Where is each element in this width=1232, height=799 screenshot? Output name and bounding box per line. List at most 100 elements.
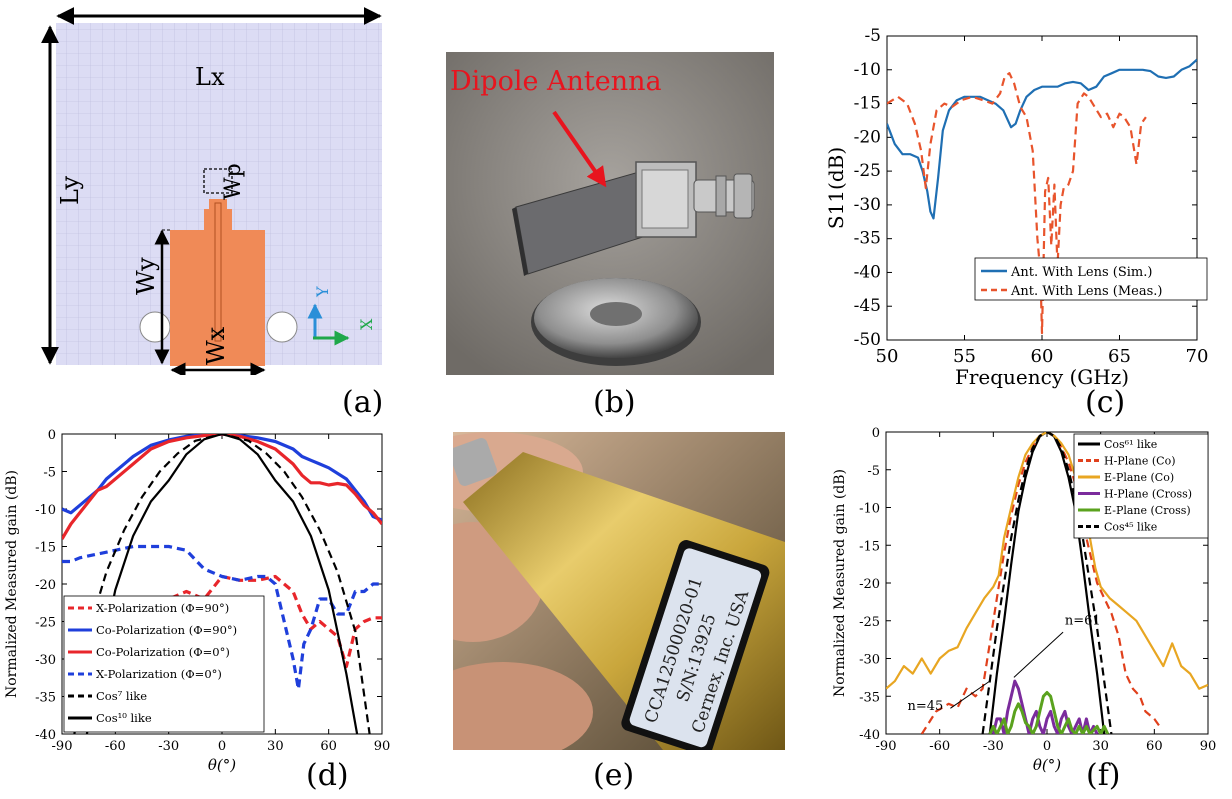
y-tick-label: -20	[859, 577, 880, 592]
y-tick-label: -25	[859, 615, 880, 630]
horn-antenna-photo: CCA12500020-01 S/N:13925 Cernex, Inc. US…	[453, 432, 785, 750]
y-tick-label: -5	[43, 466, 56, 481]
legend-entry: Cos¹⁰ like	[96, 711, 152, 725]
lx-label: Lx	[195, 63, 225, 91]
x-tick-label: 0	[1043, 739, 1051, 754]
gain-pattern-chart-f-svg: -90 -60 -30 0 30 60 90 0 -5 -10 -15 -20 -25 -30 -35 -40…	[832, 426, 1217, 774]
x-tick-label: 30	[267, 739, 284, 754]
x-tick-label: 65	[1108, 346, 1131, 367]
x-tick-label: 30	[1092, 739, 1109, 754]
x-tick-label: -60	[929, 739, 950, 754]
series-line-3	[62, 544, 382, 691]
y-tick-label: -45	[854, 296, 881, 316]
y-tick-label: -25	[35, 616, 56, 631]
caption-d: (d)	[306, 758, 349, 793]
dipole-antenna-label: Dipole Antenna	[450, 66, 662, 97]
y-tick-label: -10	[35, 503, 56, 518]
x-tick-label: -60	[105, 739, 126, 754]
panel-c-s11-chart: 50 55 60 65 70 -5 -10 -15 -20 -25 -30 -35 -40 -45 -50 F…	[824, 22, 1225, 392]
series-line-4	[73, 434, 371, 734]
legend-entry: Ant. With Lens (Meas.)	[1010, 284, 1162, 299]
series-group	[886, 432, 1208, 734]
caption-b: (b)	[593, 385, 636, 420]
panel-b-antenna-photo: Dipole Antenna	[446, 52, 774, 375]
series-line-5	[981, 432, 1113, 734]
y-tick-label: 0	[48, 428, 56, 443]
x-tick-label: 55	[953, 346, 976, 367]
panel-d-gain-chart: -90 -60 -30 0 30 60 90 0 -5 -10 -15 -20 -25 -30 -35 -40…	[0, 420, 400, 780]
y-axis-label: Normalized Measured gain (dB)	[4, 470, 20, 698]
annotation-n61-pointer	[1013, 631, 1064, 678]
axis-y-label: Y	[313, 286, 332, 298]
y-axis-label: S11(dB)	[825, 147, 848, 229]
series-line-2	[62, 434, 382, 540]
y-tick-label: -15	[859, 539, 880, 554]
legend-entry: X-Polarization (Φ=90°)	[96, 601, 229, 615]
x-tick-label: 90	[374, 739, 391, 754]
via-right	[266, 311, 298, 343]
legend-entry: Cos⁴⁵ like	[1104, 521, 1157, 534]
x-axis-label: θ(°)	[208, 756, 236, 774]
series-group	[62, 434, 382, 734]
series-line-4	[988, 691, 1110, 734]
s11-chart-svg: 50 55 60 65 70 -5 -10 -15 -20 -25 -30 -35 -40 -45 -50 F…	[824, 26, 1209, 389]
legend-box	[63, 595, 265, 733]
antenna-photo: Dipole Antenna	[446, 52, 774, 375]
x-tick-label: 60	[1146, 739, 1163, 754]
caption-c: (c)	[1085, 385, 1126, 420]
series-line-5	[85, 434, 359, 734]
x-axis-label: θ(°)	[1033, 756, 1061, 774]
legend-entry: E-Plane (Co)	[1104, 471, 1174, 484]
y-tick-label: -50	[854, 330, 881, 350]
legend-box	[1073, 433, 1209, 539]
y-tick-label: -35	[859, 690, 880, 705]
caption-f: (f)	[1086, 758, 1121, 793]
x-tick-label: -90	[876, 739, 897, 754]
x-tick-label: 90	[1200, 739, 1217, 754]
legend-entry: Co-Polarization (Φ=0°)	[96, 645, 230, 659]
y-tick-label: -10	[859, 502, 880, 517]
y-axis-label: Normalized Measured gain (dB)	[832, 469, 848, 697]
wy-label: Wy	[132, 257, 160, 295]
y-tick-label: -30	[35, 653, 56, 668]
y-tick-label: -30	[854, 195, 881, 215]
y-tick-label: -10	[854, 60, 881, 80]
x-tick-label: 60	[320, 739, 337, 754]
via-left	[139, 311, 171, 343]
y-tick-label: -25	[854, 161, 881, 181]
panel-a-antenna-layout: Lx Ly Wy Wx Wp Y X	[30, 5, 400, 378]
pointer-arrow	[552, 110, 607, 188]
x-axis-label: Frequency (GHz)	[955, 365, 1129, 389]
legend-box	[974, 257, 1208, 301]
y-tick-label: -40	[854, 262, 881, 282]
panel-f-gain-chart: -90 -60 -30 0 30 60 90 0 -5 -10 -15 -20 -25 -30 -35 -40…	[828, 420, 1228, 780]
legend-entry: H-Plane (Cross)	[1104, 488, 1192, 501]
y-tick-label: -20	[854, 127, 881, 147]
ly-label: Ly	[56, 175, 84, 205]
y-tick-label: -35	[854, 229, 881, 249]
wp-label: Wp	[221, 163, 246, 200]
x-tick-label: -30	[983, 739, 1004, 754]
x-tick-label: 50	[876, 346, 899, 367]
x-tick-label: 70	[1186, 346, 1209, 367]
series-line-1	[62, 434, 382, 522]
legend-entry: Cos⁶¹ like	[1104, 438, 1157, 451]
x-tick-label: 0	[218, 739, 226, 754]
caption-a: (a)	[342, 385, 384, 420]
y-tick-label: -5	[867, 464, 880, 479]
legend-entry: Co-Polarization (Φ=90°)	[96, 623, 237, 637]
annotation-n45: n=45	[907, 699, 943, 714]
dipole-patch	[170, 230, 265, 366]
x-tick-label: -30	[158, 739, 179, 754]
y-tick-label: -20	[35, 578, 56, 593]
antenna-layout-diagram: Lx Ly Wy Wx Wp Y X	[41, 7, 382, 378]
annotation-n61: n=61	[1065, 614, 1101, 629]
y-tick-label: -40	[35, 728, 56, 743]
axis-x-label: X	[357, 318, 376, 330]
y-tick-label: 0	[872, 426, 880, 441]
legend-entry: H-Plane (Co)	[1104, 455, 1176, 468]
series-line-0	[988, 432, 1106, 734]
legend-entry: X-Polarization (Φ=0°)	[96, 667, 222, 681]
annotation-n45-pointer	[950, 680, 991, 709]
y-tick-label: -5	[864, 26, 881, 46]
